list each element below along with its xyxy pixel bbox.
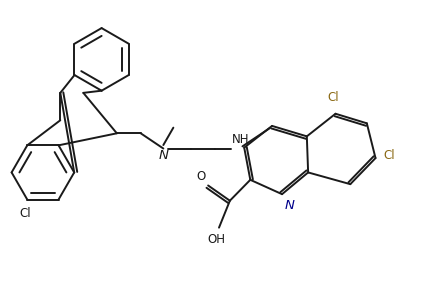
Text: Cl: Cl [383,149,395,162]
Text: OH: OH [208,233,226,246]
Text: NH: NH [232,133,250,146]
Text: N: N [159,149,168,162]
Text: Cl: Cl [19,207,31,220]
Text: Cl: Cl [328,91,339,104]
Text: N: N [284,199,294,212]
Text: O: O [197,170,206,183]
